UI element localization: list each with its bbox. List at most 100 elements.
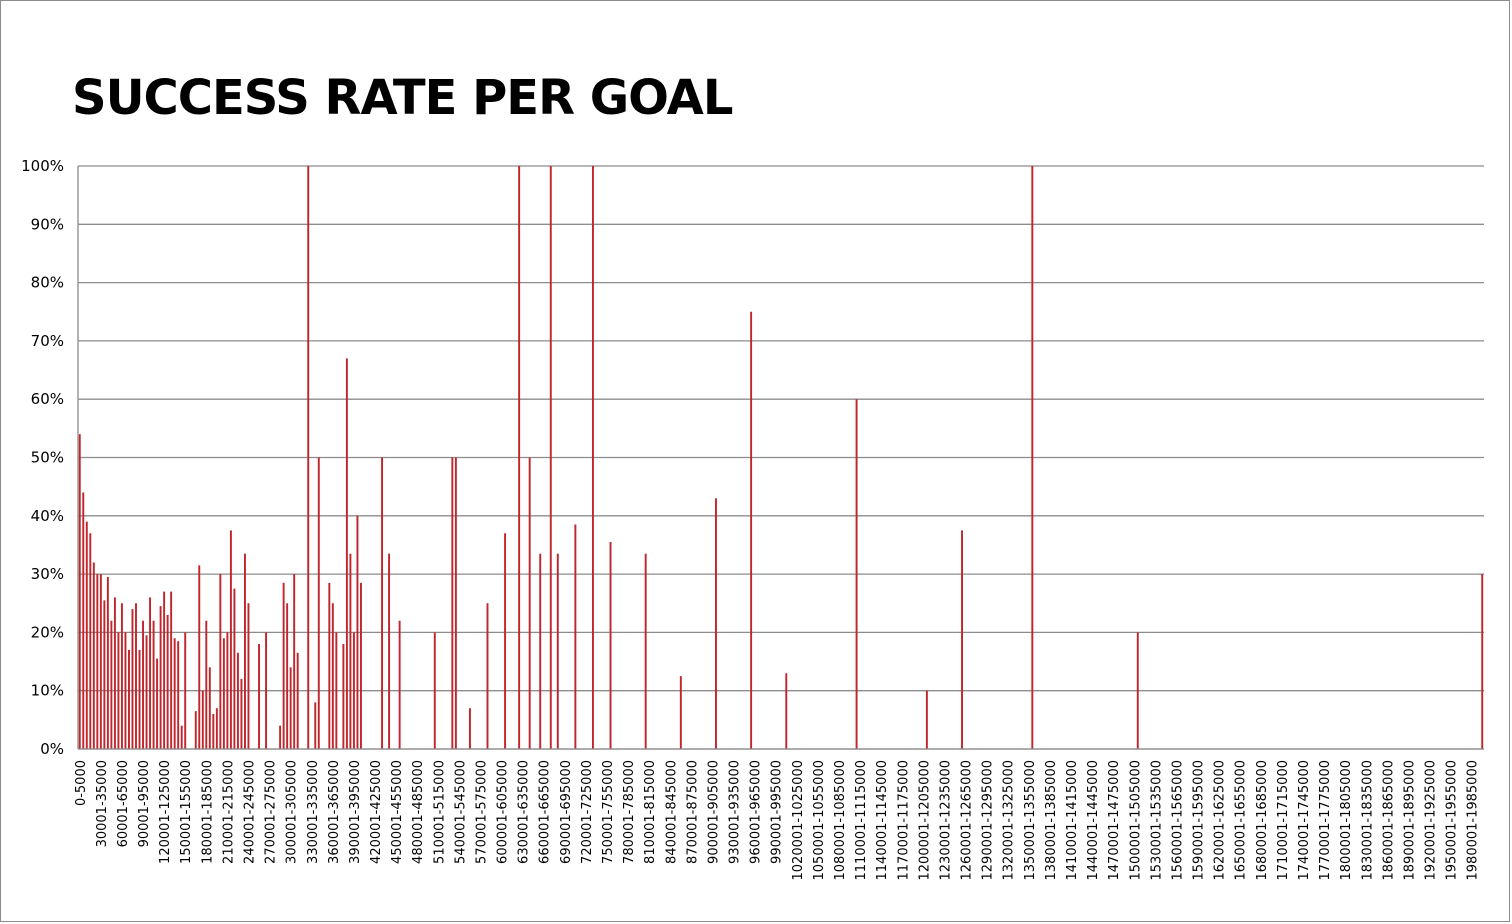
bar <box>504 533 507 749</box>
bar <box>163 591 166 749</box>
x-tick-label: 0-5000 <box>74 760 89 806</box>
bar <box>345 358 348 749</box>
x-tick-label: 1260001-1265000 <box>960 760 975 881</box>
x-tick-label: 1560001-1565000 <box>1170 760 1185 881</box>
bar <box>212 714 215 749</box>
x-tick-label: 1080001-1085000 <box>833 760 848 881</box>
bar <box>925 690 928 749</box>
bar <box>314 702 317 749</box>
x-tick-label: 870001-875000 <box>685 760 700 864</box>
x-tick-label: 1920001-1925000 <box>1424 760 1439 881</box>
bar <box>194 711 197 749</box>
x-tick-label: 990001-995000 <box>770 760 785 864</box>
x-tick-label: 1680001-1685000 <box>1255 760 1270 881</box>
bar <box>96 574 99 749</box>
bar <box>644 553 647 749</box>
bar <box>398 620 401 749</box>
bar <box>92 562 95 749</box>
bar <box>113 597 116 749</box>
x-tick-label: 60001-65000 <box>116 760 131 847</box>
bar <box>82 492 85 749</box>
bar <box>177 641 180 749</box>
x-tick-label: 1500001-1505000 <box>1128 760 1143 881</box>
x-tick-label: 390001-395000 <box>348 760 363 864</box>
bar <box>103 600 106 749</box>
x-tick-label: 450001-455000 <box>390 760 405 864</box>
bar <box>124 632 127 749</box>
bar <box>135 603 137 749</box>
x-tick-label: 1740001-1745000 <box>1297 760 1312 881</box>
bar <box>247 603 250 749</box>
bar <box>152 620 155 749</box>
bar <box>128 649 130 749</box>
bar <box>145 635 148 749</box>
bar <box>293 574 296 749</box>
bar <box>381 457 384 749</box>
x-tick-label: 690001-695000 <box>559 760 574 864</box>
x-tick-label: 1020001-1025000 <box>791 760 806 881</box>
chart-title: SUCCESS RATE PER GOAL <box>72 70 733 126</box>
bar <box>679 676 682 750</box>
x-tick-label: 1980001-1985000 <box>1466 760 1481 881</box>
y-tick-label: 30% <box>31 565 64 583</box>
x-tick-label: 1890001-1895000 <box>1402 760 1417 881</box>
bar <box>236 652 239 749</box>
y-tick-label: 60% <box>31 390 64 408</box>
bar <box>296 652 299 749</box>
bar <box>229 530 232 750</box>
bar <box>226 632 229 749</box>
x-tick-label: 1410001-1415000 <box>1065 760 1080 881</box>
x-tick-label: 1590001-1595000 <box>1192 760 1207 881</box>
y-tick-label: 0% <box>40 740 64 758</box>
bar <box>89 533 92 749</box>
x-tick-label: 1650001-1655000 <box>1234 760 1249 881</box>
bar <box>142 620 144 749</box>
bar <box>855 399 858 749</box>
bar <box>205 620 208 749</box>
y-tick-label: 50% <box>31 449 64 467</box>
bar <box>78 434 81 749</box>
bar <box>1136 632 1139 749</box>
x-tick-label: 960001-965000 <box>749 760 764 864</box>
x-tick-label: 1290001-1295000 <box>981 760 996 881</box>
bar <box>219 574 222 749</box>
bar <box>170 591 173 749</box>
bar <box>166 614 169 749</box>
x-tick-label: 720001-725000 <box>580 760 595 864</box>
bar <box>468 708 471 749</box>
bar <box>159 606 162 749</box>
x-tick-label: 1380001-1385000 <box>1044 760 1059 881</box>
x-tick-label: 1110001-1115000 <box>854 760 869 881</box>
bar <box>342 644 345 749</box>
bar <box>750 311 753 749</box>
x-tick-label: 1950001-1955000 <box>1445 760 1460 881</box>
bar <box>331 603 334 749</box>
bar <box>289 667 292 749</box>
bar <box>785 673 788 749</box>
bar <box>1481 574 1484 749</box>
x-tick-label: 360001-365000 <box>327 760 342 864</box>
x-tick-label: 660001-665000 <box>538 760 553 864</box>
bar <box>131 609 134 749</box>
bar <box>335 632 338 749</box>
bar <box>110 620 113 749</box>
x-tick-label: 420001-425000 <box>369 760 384 864</box>
x-tick-label: 30001-35000 <box>95 760 110 847</box>
bar <box>518 166 521 749</box>
bar <box>117 632 120 749</box>
bars <box>78 166 1484 750</box>
bar <box>215 708 218 749</box>
bar <box>184 632 187 749</box>
x-tick-label: 1530001-1535000 <box>1149 760 1164 881</box>
bar <box>233 588 236 749</box>
x-tick-label: 840001-845000 <box>664 760 679 864</box>
x-tick-label: 1230001-1235000 <box>938 760 953 881</box>
bar <box>120 603 123 749</box>
bar <box>574 524 577 749</box>
bar <box>356 515 359 749</box>
x-tick-label: 630001-635000 <box>517 760 532 864</box>
bar <box>265 632 268 749</box>
x-tick-label: 540001-545000 <box>453 760 468 864</box>
x-tick-label: 900001-905000 <box>706 760 721 864</box>
